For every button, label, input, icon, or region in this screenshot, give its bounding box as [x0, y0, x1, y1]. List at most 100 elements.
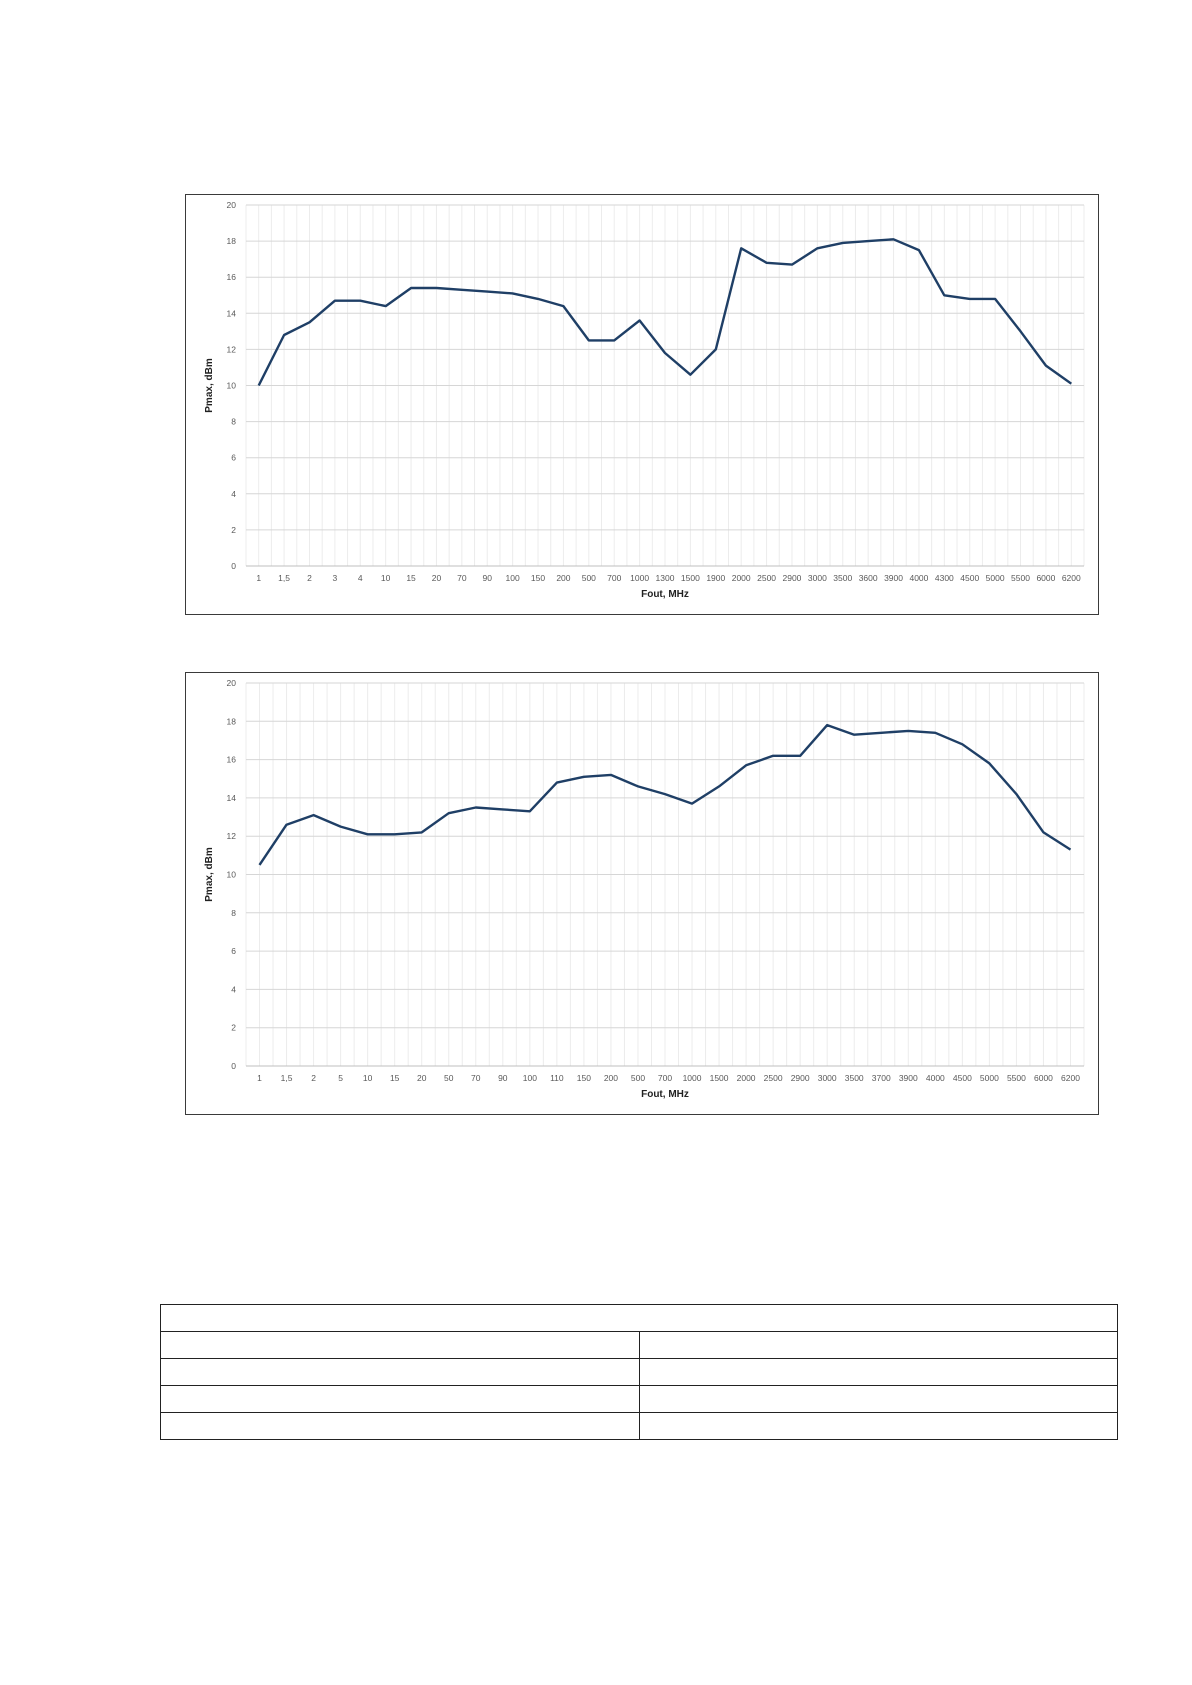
- x-tick-label: 1000: [630, 573, 649, 583]
- x-tick-label: 4000: [909, 573, 928, 583]
- x-tick-label: 3: [333, 573, 338, 583]
- x-tick-label: 150: [531, 573, 545, 583]
- x-tick-label: 50: [444, 1073, 454, 1083]
- y-tick-label: 0: [231, 561, 236, 571]
- y-tick-label: 6: [231, 453, 236, 463]
- x-tick-label: 5: [338, 1073, 343, 1083]
- y-tick-label: 4: [231, 489, 236, 499]
- x-tick-label: 5500: [1007, 1073, 1026, 1083]
- table-cell: [638, 1385, 1118, 1413]
- x-tick-label: 70: [471, 1073, 481, 1083]
- table-row: [160, 1385, 1118, 1413]
- x-tick-label: 1300: [656, 573, 675, 583]
- x-tick-label: 2500: [757, 573, 776, 583]
- series-line: [257, 238, 1072, 387]
- y-tick-label: 18: [227, 236, 237, 246]
- y-tick-label: 12: [227, 344, 237, 354]
- y-tick-label: 14: [227, 793, 237, 803]
- chart-2: 0 2 4 6 8 10 12 14 16 18 20 1 1,5 2 5 10 15 20 50 70 90 100 11…: [185, 672, 1099, 1115]
- table-row: [160, 1412, 1118, 1440]
- table-cell: [160, 1385, 640, 1413]
- x-axis-title: Fout, MHz: [641, 589, 689, 600]
- x-tick-label: 1,5: [281, 1073, 293, 1083]
- x-tick-label: 3900: [899, 1073, 918, 1083]
- x-tick-label: 4500: [953, 1073, 972, 1083]
- y-tick-label: 12: [227, 831, 237, 841]
- y-tick-label: 4: [231, 984, 236, 994]
- y-tick-label: 16: [227, 755, 237, 765]
- x-tick-label: 6000: [1034, 1073, 1053, 1083]
- x-tick-label: 3500: [845, 1073, 864, 1083]
- empty-table: [160, 1304, 1118, 1440]
- x-tick-label: 2: [307, 573, 312, 583]
- x-tick-label: 5500: [1011, 573, 1030, 583]
- x-tick-label: 3000: [818, 1073, 837, 1083]
- x-tick-label: 2000: [732, 573, 751, 583]
- chart-svg: 0 2 4 6 8 10 12 14 16 18 20 1 1,5 2 5 10 15 20 50 70 90 100 11…: [204, 678, 1085, 1100]
- x-tick-label: 6200: [1062, 573, 1081, 583]
- x-tick-label: 6200: [1061, 1073, 1080, 1083]
- y-tick-label: 8: [231, 417, 236, 427]
- x-tick-label: 4000: [926, 1073, 945, 1083]
- table-cell: [160, 1412, 640, 1440]
- x-tick-label: 10: [363, 1073, 373, 1083]
- y-tick-label: 8: [231, 908, 236, 918]
- x-tick-label: 2000: [737, 1073, 756, 1083]
- table-cell: [160, 1331, 640, 1359]
- x-tick-label: 1,5: [278, 573, 290, 583]
- y-tick-label: 6: [231, 946, 236, 956]
- x-tick-label: 3900: [884, 573, 903, 583]
- y-tick-label: 2: [231, 1023, 236, 1033]
- series-line: [258, 723, 1072, 866]
- y-tick-label: 20: [227, 678, 237, 688]
- x-tick-label: 3000: [808, 573, 827, 583]
- x-tick-label: 150: [577, 1073, 591, 1083]
- x-tick-label: 15: [406, 573, 416, 583]
- x-tick-label: 2: [311, 1073, 316, 1083]
- x-tick-label: 3500: [833, 573, 852, 583]
- x-tick-label: 1900: [706, 573, 725, 583]
- y-tick-label: 2: [231, 525, 236, 535]
- x-tick-label: 500: [631, 1073, 645, 1083]
- table-cell: [160, 1304, 1118, 1332]
- chart-1: 0 2 4 6 8 10 12 14 16 18 20 1 1,5 2 3 4 10 15 20 70 90 100 150…: [185, 194, 1099, 615]
- x-tick-label: 1000: [683, 1073, 702, 1083]
- table-cell: [638, 1412, 1118, 1440]
- y-axis-title: Pmax, dBm: [204, 358, 215, 413]
- x-tick-label: 20: [432, 573, 442, 583]
- table-cell: [638, 1358, 1118, 1386]
- x-tick-label: 4: [358, 573, 363, 583]
- y-tick-label: 18: [227, 716, 237, 726]
- y-axis-title: Pmax, dBm: [204, 847, 215, 902]
- y-tick-label: 20: [227, 200, 237, 210]
- x-tick-label: 100: [523, 1073, 537, 1083]
- x-tick-label: 1500: [681, 573, 700, 583]
- table-cell: [638, 1331, 1118, 1359]
- x-tick-label: 4500: [960, 573, 979, 583]
- x-tick-label: 90: [498, 1073, 508, 1083]
- x-tick-label: 15: [390, 1073, 400, 1083]
- x-tick-label: 70: [457, 573, 467, 583]
- table-row: [160, 1304, 1118, 1332]
- x-axis-title: Fout, MHz: [641, 1089, 689, 1100]
- x-tick-label: 200: [556, 573, 570, 583]
- x-tick-label: 500: [582, 573, 596, 583]
- x-tick-label: 20: [417, 1073, 427, 1083]
- y-tick-label: 0: [231, 1061, 236, 1071]
- y-tick-label: 16: [227, 272, 237, 282]
- table-row: [160, 1331, 1118, 1359]
- x-tick-label: 3700: [872, 1073, 891, 1083]
- x-tick-label: 6000: [1036, 573, 1055, 583]
- table-cell: [160, 1358, 640, 1386]
- x-tick-label: 1: [257, 1073, 262, 1083]
- x-tick-label: 2900: [791, 1073, 810, 1083]
- x-tick-label: 700: [658, 1073, 672, 1083]
- chart-svg: 0 2 4 6 8 10 12 14 16 18 20 1 1,5 2 3 4 10 15 20 70 90 100 150…: [204, 200, 1085, 600]
- x-tick-label: 200: [604, 1073, 618, 1083]
- x-tick-label: 1: [256, 573, 261, 583]
- x-tick-label: 90: [483, 573, 493, 583]
- x-tick-label: 100: [506, 573, 520, 583]
- x-tick-label: 10: [381, 573, 391, 583]
- x-tick-label: 2500: [764, 1073, 783, 1083]
- x-tick-label: 5000: [986, 573, 1005, 583]
